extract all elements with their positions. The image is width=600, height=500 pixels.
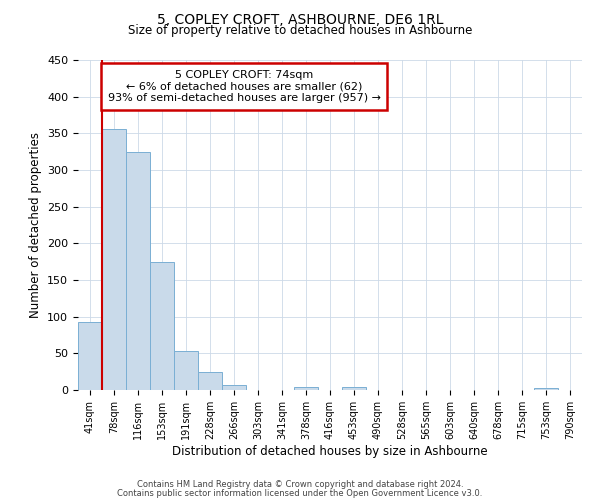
Bar [126, 152, 150, 390]
Text: 5 COPLEY CROFT: 74sqm
← 6% of detached houses are smaller (62)
93% of semi-detac: 5 COPLEY CROFT: 74sqm ← 6% of detached h… [108, 70, 381, 103]
Bar [78, 322, 102, 390]
Text: Size of property relative to detached houses in Ashbourne: Size of property relative to detached ho… [128, 24, 472, 37]
Bar [102, 129, 126, 390]
Bar [294, 387, 318, 390]
Y-axis label: Number of detached properties: Number of detached properties [29, 132, 41, 318]
Text: Contains HM Land Registry data © Crown copyright and database right 2024.: Contains HM Land Registry data © Crown c… [137, 480, 463, 489]
Bar [222, 385, 246, 390]
Bar [534, 388, 558, 390]
Bar [150, 262, 174, 390]
Bar [198, 372, 222, 390]
Text: 5, COPLEY CROFT, ASHBOURNE, DE6 1RL: 5, COPLEY CROFT, ASHBOURNE, DE6 1RL [157, 12, 443, 26]
Bar [174, 351, 198, 390]
Bar [342, 387, 366, 390]
Text: Contains public sector information licensed under the Open Government Licence v3: Contains public sector information licen… [118, 488, 482, 498]
X-axis label: Distribution of detached houses by size in Ashbourne: Distribution of detached houses by size … [172, 444, 488, 458]
